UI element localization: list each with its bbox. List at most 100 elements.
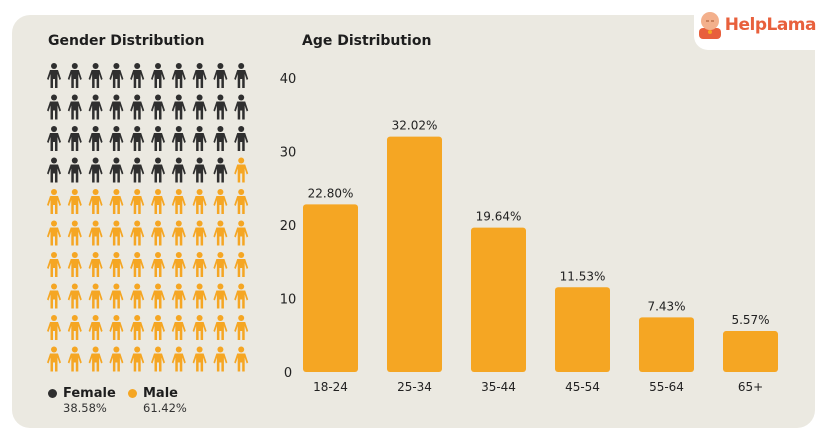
chart-title: Age Distribution [302,33,432,49]
female-person-icon [192,63,207,88]
male-person-icon [130,283,145,309]
male-person-icon [171,283,186,309]
x-tick-label: 25-34 [397,380,432,394]
male-person-icon [130,220,145,246]
y-tick-label: 30 [280,146,297,161]
male-person-icon [67,346,82,372]
female-person-icon [130,126,145,151]
male-person-icon [151,252,165,277]
male-person-icon [47,252,61,277]
data-label: 22.80% [308,186,354,200]
bar-45-54 [555,287,610,372]
female-person-icon [47,63,61,88]
gender-title: Gender Distribution [48,33,205,49]
male-person-icon [213,346,228,372]
female-dot-icon [48,389,57,398]
legend-male: Male 61.42% [128,386,187,415]
male-person-icon [130,346,145,372]
female-person-icon [47,157,61,183]
female-person-icon [213,126,228,151]
female-person-icon [192,126,207,151]
male-person-icon [234,220,249,246]
brand-name: HelpLama [724,15,817,35]
male-person-icon [109,220,124,246]
male-person-icon [67,315,82,340]
male-person-icon [47,315,61,340]
lama-mascot-icon [698,12,721,39]
male-person-icon [88,220,103,246]
female-person-icon [171,126,186,151]
male-person-icon [130,315,145,340]
bar-55-64 [639,317,694,372]
male-dot-icon [128,389,137,398]
legend-male-pct: 61.42% [143,401,187,415]
female-person-icon [88,126,103,151]
male-person-icon [88,283,103,309]
male-person-icon [47,189,61,214]
y-tick-label: 40 [280,72,297,87]
male-person-icon [234,346,249,372]
female-person-icon [67,94,82,120]
male-person-icon [67,189,82,214]
legend-female-pct: 38.58% [63,401,107,415]
male-person-icon [109,252,124,277]
male-person-icon [234,315,249,340]
female-person-icon [109,94,124,120]
male-person-icon [171,346,186,372]
female-person-icon [234,63,249,88]
male-person-icon [171,252,186,277]
male-person-icon [151,220,165,246]
female-person-icon [151,126,165,151]
female-person-icon [88,63,103,88]
x-tick-label: 18-24 [313,380,348,394]
female-person-icon [47,94,61,120]
female-person-icon [67,63,82,88]
female-person-icon [234,126,249,151]
male-person-icon [88,189,103,214]
male-person-icon [47,283,61,309]
male-person-icon [234,189,249,214]
female-person-icon [151,94,165,120]
male-person-icon [234,283,249,309]
bar-65+ [723,331,778,372]
female-person-icon [130,157,145,183]
male-person-icon [109,315,124,340]
male-person-icon [192,283,207,309]
female-person-icon [171,63,186,88]
male-person-icon [88,252,103,277]
female-person-icon [109,126,124,151]
bar-35-44 [471,227,526,372]
data-label: 7.43% [647,299,685,313]
male-person-icon [192,220,207,246]
female-person-icon [130,63,145,88]
female-person-icon [88,94,103,120]
male-person-icon [67,283,82,309]
male-person-icon [88,315,103,340]
male-person-icon [192,189,207,214]
female-person-icon [213,63,228,88]
male-person-icon [151,189,165,214]
female-person-icon [234,94,249,120]
female-person-icon [151,63,165,88]
y-tick-label: 0 [284,366,292,381]
female-person-icon [192,157,207,183]
logo-area: HelpLama [694,0,824,50]
male-person-icon [192,346,207,372]
y-tick-label: 10 [280,293,297,308]
legend-female: Female 38.58% [48,386,116,415]
x-tick-label: 65+ [738,380,763,394]
male-person-icon [130,189,145,214]
gender-pictogram [47,63,249,372]
male-person-icon [47,346,61,372]
female-person-icon [151,157,165,183]
male-person-icon [151,283,165,309]
male-person-icon [88,346,103,372]
bar-25-34 [387,136,442,372]
male-person-icon [47,220,61,246]
female-person-icon [67,157,82,183]
male-person-icon [234,157,249,183]
male-person-icon [171,315,186,340]
male-person-icon [171,220,186,246]
x-tick-label: 55-64 [649,380,684,394]
